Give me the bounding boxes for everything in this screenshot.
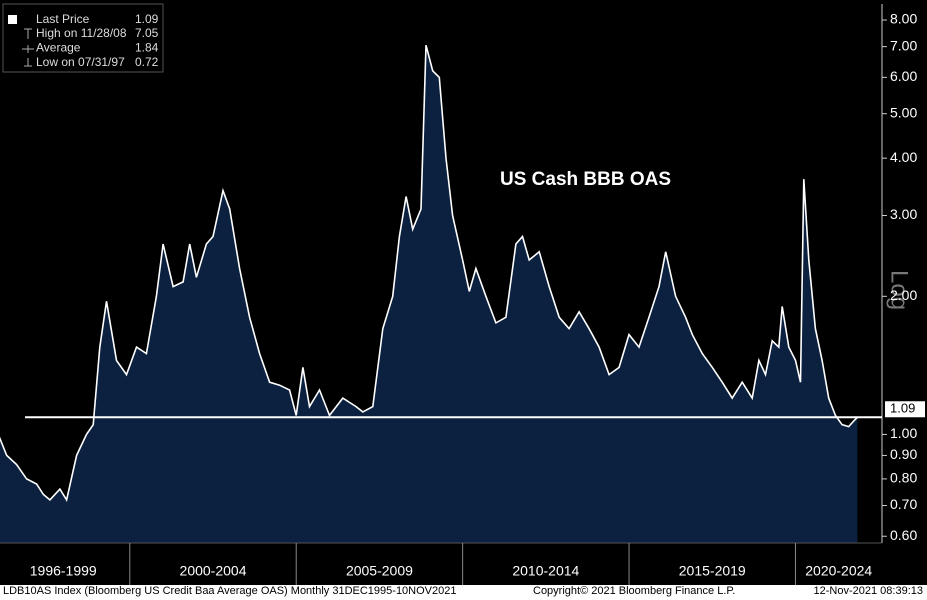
y-tick-label: 5.00 [890, 104, 917, 120]
x-tick-label: 2015-2019 [679, 563, 746, 579]
footer-timestamp: 12-Nov-2021 08:39:13 [814, 585, 923, 597]
y-tick-label: 8.00 [890, 11, 917, 27]
x-tick-label: 2010-2014 [512, 563, 579, 579]
chart-title: US Cash BBB OAS [500, 169, 671, 190]
y-tick-label: 7.00 [890, 37, 917, 53]
legend-icon [22, 45, 34, 53]
footer-source: LDB10AS Index (Bloomberg US Credit Baa A… [3, 585, 457, 597]
y-tick-label: 6.00 [890, 68, 917, 84]
last-price-label: 1.09 [890, 401, 915, 416]
y-tick-label: 0.90 [890, 446, 917, 462]
legend-value: 1.09 [135, 12, 159, 26]
y-tick-label: 4.00 [890, 149, 917, 165]
x-tick-label: 2005-2009 [346, 563, 413, 579]
x-tick-label: 2000-2004 [180, 563, 247, 579]
x-tick-label: 1996-1999 [30, 563, 97, 579]
legend-value: 0.72 [135, 55, 159, 69]
legend-box [2, 3, 164, 73]
legend-icon [24, 28, 32, 39]
legend-label: Low on 07/31/97 [36, 55, 125, 69]
y-tick-label: 3.00 [890, 206, 917, 222]
y-tick-label: 0.80 [890, 470, 917, 486]
legend-value: 7.05 [135, 26, 159, 40]
last-price-box [885, 401, 925, 418]
x-tick-label: 2020-2024 [805, 563, 872, 579]
legend-swatch [8, 15, 17, 24]
legend-label: Last Price [36, 12, 90, 26]
y-tick-label: 1.00 [890, 425, 917, 441]
y-tick-label: 0.70 [890, 496, 917, 512]
line [0, 44, 858, 502]
legend-label: Average [36, 41, 81, 55]
y-tick-label: 2.00 [890, 287, 917, 303]
footer-copyright: Copyright© 2021 Bloomberg Finance L.P. [533, 585, 735, 597]
legend-value: 1.84 [135, 41, 159, 55]
legend-label: High on 11/28/08 [36, 26, 127, 40]
scale-label: Log [886, 270, 913, 310]
y-tick-label: 0.60 [890, 527, 917, 543]
area [0, 45, 858, 543]
legend-icon [24, 58, 32, 67]
